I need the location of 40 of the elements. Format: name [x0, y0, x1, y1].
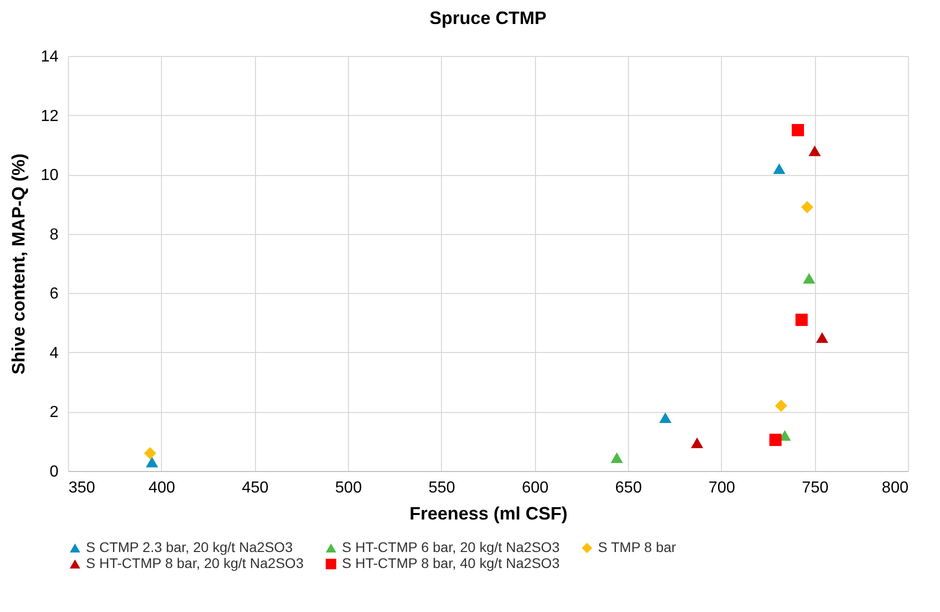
- point: [792, 124, 804, 136]
- y-tick-label: 10: [40, 167, 59, 184]
- point: [808, 146, 821, 156]
- x-tick-label: 550: [428, 480, 456, 496]
- x-tick-label: 650: [615, 480, 642, 496]
- x-tick-label: 800: [882, 480, 909, 496]
- point: [816, 332, 828, 343]
- chart-title: Spruce CTMP: [429, 8, 547, 28]
- y-tick-label: 8: [50, 226, 59, 244]
- legend-label: S HT-CTMP 8 bar, 20 kg/t Na2SO3: [86, 555, 304, 571]
- x-tick-label: 600: [522, 480, 549, 496]
- x-tick-label: 500: [335, 480, 362, 496]
- point: [773, 163, 786, 174]
- y-tick-label: 12: [40, 108, 59, 125]
- point: [144, 447, 156, 460]
- legend-label: S TMP 8 bar: [598, 539, 676, 555]
- point: [774, 400, 788, 412]
- y-tick-label: 6: [50, 286, 59, 303]
- x-tick-label: 450: [242, 480, 269, 496]
- x-tick-label: 700: [708, 480, 736, 496]
- point: [610, 452, 623, 463]
- x-tick-label: 400: [148, 480, 176, 496]
- legend-label: S HT-CTMP 8 bar, 40 kg/t Na2SO3: [342, 555, 560, 571]
- x-tick-label: 350: [68, 480, 96, 496]
- point: [802, 273, 816, 284]
- point: [769, 434, 782, 446]
- y-tick-label: 14: [40, 48, 59, 66]
- y-tick-label: 2: [50, 404, 59, 422]
- legend-label: S HT-CTMP 6 bar, 20 kg/t Na2SO3: [342, 539, 560, 555]
- y-axis-title: Shive content, MAP-Q (%): [8, 153, 29, 375]
- legend-label: S CTMP 2.3 bar, 20 kg/t Na2SO3: [86, 539, 293, 555]
- point: [659, 412, 672, 423]
- point: [146, 456, 158, 468]
- point: [801, 201, 814, 214]
- point: [690, 438, 704, 448]
- point: [795, 314, 808, 326]
- x-tick-label: 750: [802, 480, 829, 496]
- x-axis-title: Freeness (ml CSF): [409, 504, 568, 524]
- y-tick-label: 4: [50, 344, 59, 362]
- y-tick-label: 0: [50, 464, 59, 480]
